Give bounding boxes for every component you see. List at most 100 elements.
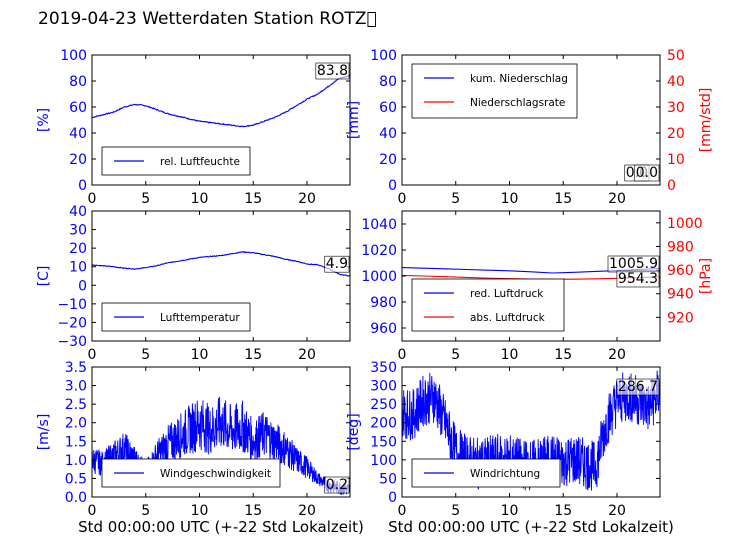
y-tick-label: 20 [69,241,87,257]
y-tick-label: 30 [69,223,87,239]
axes-frame [91,54,351,186]
y-tick-label: 100 [370,453,397,469]
last-value-label: 954.3 [618,271,658,287]
legend-label: red. Luftdruck [470,288,544,300]
x-tick-label: 20 [298,347,316,363]
panel-pressure: 0 5 10 15 20 960 980 1000 1020 1040 920 940 960 980 10… [361,210,714,363]
x-tick-label: 10 [191,191,209,207]
y-tick-label: 100 [370,48,397,64]
last-value-label: 0.0 [636,165,658,181]
x-tick-label: 5 [141,191,150,207]
y-tick-label-right: 40 [667,74,685,90]
legend-label: rel. Luftfeuchte [160,156,240,168]
y-axis-label: [deg] [346,413,362,450]
y-tick-label: 200 [370,416,397,432]
y-axis-label: [%] [36,108,52,132]
x-tick-label: 20 [298,191,316,207]
last-value-label: 286.7 [618,379,658,395]
y-tick-label: 50 [379,471,397,487]
y-tick-label-right: 920 [667,310,694,326]
x-tick-label: 10 [501,347,519,363]
y-tick-label: 0 [78,278,87,294]
x-tick-label: 0 [88,347,97,363]
y-axis-label: [C] [36,266,52,287]
last-value-box [634,164,660,182]
axes-frame [401,54,661,186]
legend-label: Lufttemperatur [160,312,240,324]
last-value-box [324,255,350,273]
x-tick-label: 15 [554,503,572,519]
y-tick-label-right: 50 [667,48,685,64]
axes-frame [401,366,661,498]
legend-label: Windgeschwindigkeit [160,468,271,480]
x-axis-label: Std 00:00:00 UTC (+-22 Std Lokalzeit) [388,518,674,536]
y-tick-label-right: 980 [667,239,694,255]
y-tick-label-right: 960 [667,263,694,279]
y-tick-label: 3.0 [65,379,87,395]
y-tick-label: 250 [370,397,397,413]
series-group [92,74,350,128]
y-tick-label: 40 [379,126,397,142]
panel-temperature: 0 5 10 15 20 −30 −20 −10 0 10 20 30 40 [C] Lufttempera… [36,204,351,363]
last-value-label: 4.9 [326,256,348,272]
y-tick-label: 960 [370,321,397,337]
y-tick-label: 10 [69,260,87,276]
last-value-box [616,378,660,396]
legend: rel. Luftfeuchte [101,146,251,176]
series-group [92,250,350,277]
legend-label: Windrichtung [470,468,540,480]
y-tick-label: 20 [379,152,397,168]
y-tick-label: 20 [69,152,87,168]
y-tick-label: 0 [78,178,87,194]
y-tick-label: 80 [69,74,87,90]
x-tick-label: 15 [244,191,262,207]
panel-precipitation: 0 5 10 15 20 0 20 40 60 80 100 0 10 20 30 40 50 [mm] [mm/s… [346,48,714,207]
x-tick-label: 5 [451,347,460,363]
y-tick-label: 0.5 [65,471,87,487]
x-tick-label: 10 [191,347,209,363]
y-tick-label: 60 [379,100,397,116]
y-tick-label: 350 [370,360,397,376]
x-tick-label: 0 [88,503,97,519]
y-tick-label: 980 [370,295,397,311]
y-tick-label: 150 [370,434,397,450]
y-tick-label: 2.0 [65,416,87,432]
y-tick-label: −20 [57,315,87,331]
panel-humidity: 0 5 10 15 20 0 20 40 60 80 100 [%] rel. Luftfeuchte 8… [36,48,351,207]
legend: kum. Niederschlag Niederschlagsrate [411,63,578,119]
y-tick-label: 3.5 [65,360,87,376]
legend: Windrichtung [411,458,561,488]
y-tick-label: 40 [69,204,87,220]
legend-frame [411,63,578,119]
legend: Lufttemperatur [101,302,251,332]
y-tick-label: 300 [370,379,397,395]
legend-label: kum. Niederschlag [470,73,568,85]
y-tick-label: 2.5 [65,397,87,413]
y-tick-label: 0 [388,490,397,506]
y-tick-label: 100 [60,48,87,64]
last-value-label: 1005.9 [609,256,658,272]
x-tick-label: 5 [141,503,150,519]
x-tick-label: 20 [608,191,626,207]
y-tick-label: 0 [388,178,397,194]
y-axis-label-right: [hPa] [698,258,714,294]
x-axis-label: Std 00:00:00 UTC (+-22 Std Lokalzeit) [78,518,364,536]
series-line-0 [92,250,350,277]
legend: red. Luftdruck abs. Luftdruck [411,278,565,332]
axes-frame [91,366,351,498]
x-tick-label: 15 [244,503,262,519]
x-tick-label: 0 [398,503,407,519]
x-tick-label: 0 [398,191,407,207]
x-tick-label: 15 [244,347,262,363]
y-tick-label-right: 10 [667,152,685,168]
y-tick-label-right: 30 [667,100,685,116]
x-tick-label: 10 [191,503,209,519]
x-tick-label: 5 [451,503,460,519]
series-line-0 [92,74,350,128]
last-value-box [315,62,350,80]
last-value-box [324,476,350,494]
y-tick-label: −30 [57,334,87,350]
chart-title: 2019-04-23 Wetterdaten Station ROTZ  [38,9,377,29]
